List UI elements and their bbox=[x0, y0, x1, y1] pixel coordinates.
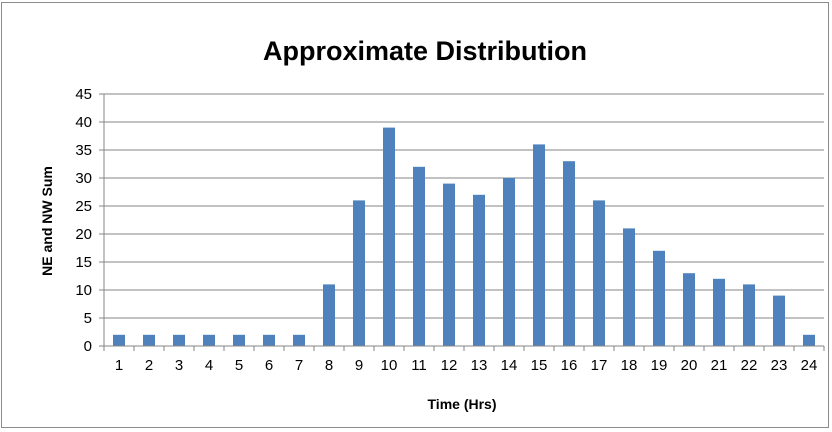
y-tick-label: 45 bbox=[75, 86, 92, 103]
x-tick-label: 22 bbox=[741, 357, 758, 374]
x-tick-label: 11 bbox=[411, 357, 427, 374]
x-tick-label: 10 bbox=[381, 357, 398, 374]
x-tick-label: 13 bbox=[471, 357, 488, 374]
y-tick-label: 20 bbox=[75, 226, 92, 243]
x-tick-label: 5 bbox=[235, 357, 243, 374]
bar bbox=[653, 250, 665, 346]
y-tick-label: 40 bbox=[75, 114, 92, 131]
bar bbox=[323, 284, 335, 346]
bar bbox=[293, 334, 305, 346]
y-tick-label: 10 bbox=[75, 282, 92, 299]
y-tick-label: 30 bbox=[75, 170, 92, 187]
bar bbox=[623, 228, 635, 346]
y-axis-ticks: 0 5 10 15 20 25 30 35 40 45 bbox=[75, 86, 104, 355]
bars bbox=[113, 127, 815, 346]
x-tick-label: 16 bbox=[561, 357, 578, 374]
y-tick-label: 15 bbox=[75, 254, 92, 271]
x-tick-label: 12 bbox=[441, 357, 458, 374]
bar bbox=[563, 161, 575, 346]
x-tick-label: 14 bbox=[501, 357, 518, 374]
y-tick-label: 0 bbox=[84, 338, 92, 355]
bar bbox=[143, 334, 155, 346]
x-tick-label: 19 bbox=[651, 357, 668, 374]
gridlines bbox=[104, 93, 824, 319]
bar bbox=[773, 295, 785, 346]
bar bbox=[233, 334, 245, 346]
y-axis-label: NE and NW Sum bbox=[39, 166, 55, 276]
x-axis-label: Time (Hrs) bbox=[428, 396, 497, 412]
x-tick-label: 23 bbox=[771, 357, 788, 374]
bar bbox=[383, 127, 395, 346]
bar bbox=[113, 334, 125, 346]
x-tick-label: 21 bbox=[711, 357, 728, 374]
bar bbox=[533, 144, 545, 346]
bar bbox=[593, 200, 605, 346]
x-axis-ticks: 1 2 3 4 5 6 7 8 9 10 11 12 13 14 15 16 17 18 19 20 21 22 23 24 bbox=[103, 346, 825, 374]
bar bbox=[173, 334, 185, 346]
x-tick-label: 8 bbox=[325, 357, 333, 374]
bar bbox=[743, 284, 755, 346]
bar bbox=[683, 273, 695, 346]
bar bbox=[413, 166, 425, 346]
bar bbox=[263, 334, 275, 346]
x-tick-label: 24 bbox=[801, 357, 818, 374]
bar bbox=[473, 194, 485, 346]
x-tick-label: 4 bbox=[205, 357, 213, 374]
bar bbox=[713, 278, 725, 346]
x-tick-label: 6 bbox=[265, 357, 273, 374]
bar bbox=[803, 334, 815, 346]
x-tick-label: 3 bbox=[175, 357, 183, 374]
x-tick-label: 17 bbox=[591, 357, 608, 374]
y-tick-label: 35 bbox=[75, 142, 92, 159]
x-tick-label: 1 bbox=[115, 357, 123, 374]
bar bbox=[443, 183, 455, 346]
bar bbox=[353, 200, 365, 346]
x-tick-label: 20 bbox=[681, 357, 698, 374]
bar bbox=[203, 334, 215, 346]
x-tick-label: 9 bbox=[355, 357, 363, 374]
y-tick-label: 5 bbox=[84, 310, 92, 327]
x-tick-label: 2 bbox=[145, 357, 153, 374]
x-tick-label: 7 bbox=[295, 357, 303, 374]
chart-title: Approximate Distribution bbox=[263, 36, 587, 66]
y-tick-label: 25 bbox=[75, 198, 92, 215]
x-tick-label: 15 bbox=[531, 357, 548, 374]
x-tick-label: 18 bbox=[621, 357, 638, 374]
bar bbox=[503, 178, 515, 346]
